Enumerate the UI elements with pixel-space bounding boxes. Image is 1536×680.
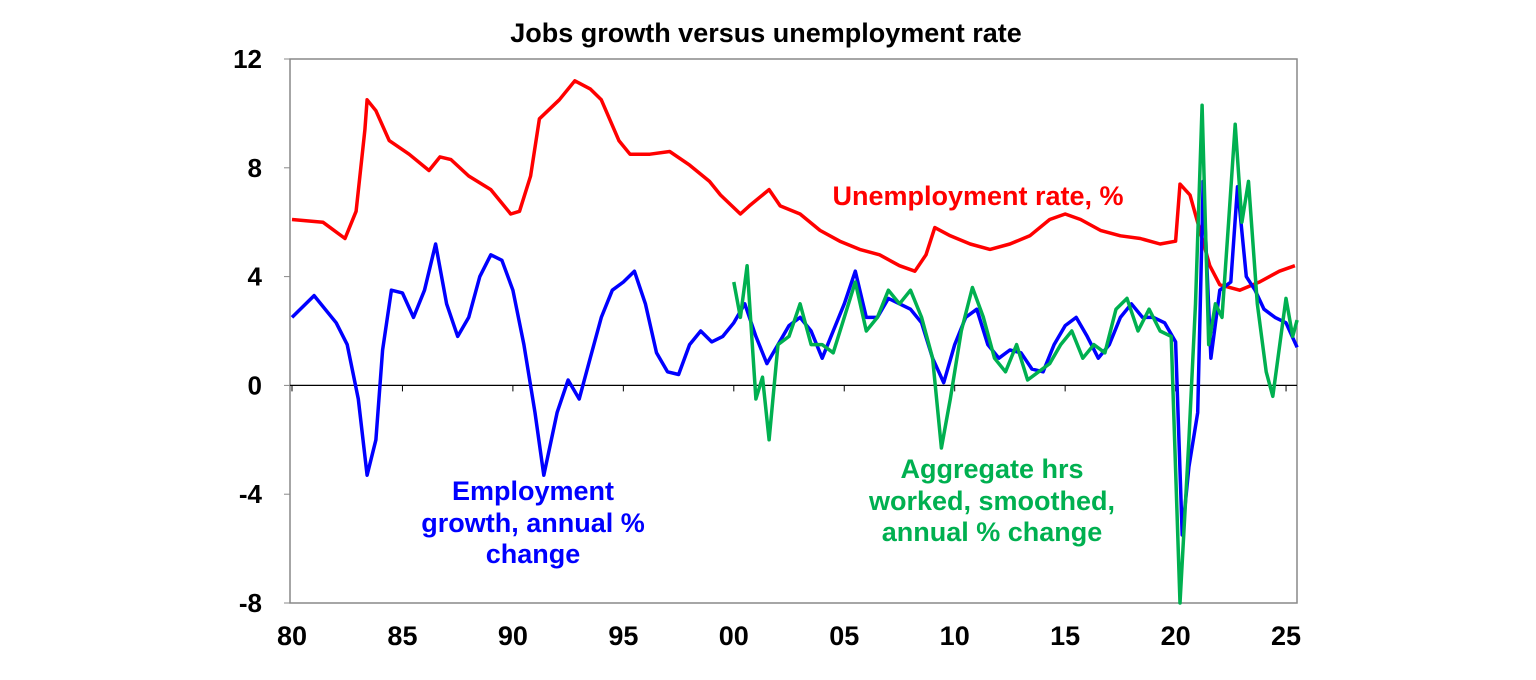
plot-area	[289, 58, 1298, 604]
annotation-employment-line: Employment	[452, 476, 614, 506]
annotation-employment-line: change	[486, 539, 581, 569]
x-tick-label: 05	[829, 621, 859, 651]
annotation-hours: Aggregate hrs worked, smoothed, annual %…	[868, 454, 1115, 547]
annotation-employment: Employment growth, annual % change	[421, 476, 645, 569]
employment-growth-line	[290, 179, 1299, 537]
x-tick-label: 95	[608, 621, 638, 651]
x-tick-label: 10	[940, 621, 970, 651]
x-tick-label: 90	[498, 621, 528, 651]
y-tick-label: -4	[239, 479, 263, 509]
x-tick-label: 80	[277, 621, 307, 651]
y-tick-label: 0	[248, 370, 262, 400]
chart-title: Jobs growth versus unemployment rate	[510, 18, 1022, 48]
x-tick-label: 00	[719, 621, 749, 651]
annotation-hours-line: annual % change	[882, 517, 1103, 547]
unemployment-rate-line	[291, 79, 1296, 292]
annotation-employment-line: growth, annual %	[421, 508, 645, 538]
annotation-hours-line: Aggregate hrs	[900, 454, 1083, 484]
annotation-unemployment: Unemployment rate, %	[832, 181, 1123, 211]
x-tick-label: 85	[387, 621, 417, 651]
y-tick-label: 8	[248, 153, 262, 183]
y-tick-label: 12	[233, 44, 262, 74]
annotation-hours-line: worked, smoothed,	[868, 486, 1115, 516]
aggregate-hours-line	[732, 103, 1299, 605]
y-tick-label: 4	[248, 262, 263, 292]
y-tick-label: -8	[239, 588, 262, 618]
x-tick-label: 15	[1050, 621, 1080, 651]
x-tick-label: 20	[1161, 621, 1191, 651]
x-tick-label: 25	[1271, 621, 1301, 651]
